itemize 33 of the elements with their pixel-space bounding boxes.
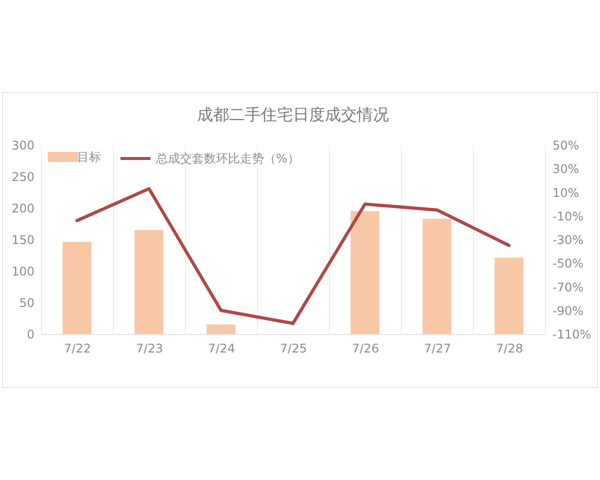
- y-tick-label: 0: [26, 328, 34, 342]
- bar: [350, 211, 380, 334]
- legend-label: 目标: [77, 150, 101, 164]
- y2-tick-label: -110%: [552, 328, 592, 342]
- y2-tick-label: 50%: [552, 138, 580, 152]
- x-tick-label: 7/26: [352, 342, 379, 356]
- y-tick-label: 250: [12, 170, 34, 184]
- bar: [62, 242, 92, 334]
- y2-tick-label: 30%: [552, 162, 580, 176]
- chart-title: 成都二手住宅日度成交情况: [197, 105, 389, 124]
- y-tick-label: 150: [12, 233, 34, 247]
- y2-tick-label: -50%: [552, 256, 584, 271]
- x-tick-label: 7/25: [280, 342, 307, 356]
- y-tick-label: 200: [12, 202, 34, 216]
- x-tick-label: 7/24: [208, 342, 235, 356]
- y2-tick-label: -30%: [552, 233, 584, 247]
- legend-label: 总成交套数环比走势（%）: [155, 152, 300, 166]
- y2-tick-label: -10%: [552, 209, 584, 224]
- bar: [422, 218, 452, 334]
- y-tick-label: 100: [12, 264, 34, 278]
- bar: [206, 324, 236, 334]
- y-tick-label: 300: [12, 138, 34, 152]
- y2-tick-label: 10%: [552, 186, 580, 200]
- y2-tick-label: -90%: [552, 304, 584, 318]
- y2-tick-label: -70%: [552, 280, 584, 294]
- bar: [134, 230, 164, 334]
- x-tick-label: 7/23: [136, 342, 163, 356]
- x-tick-label: 7/27: [424, 342, 451, 356]
- bar: [494, 258, 524, 334]
- x-tick-label: 7/22: [64, 342, 91, 356]
- y-tick-label: 50: [19, 296, 34, 310]
- x-tick-label: 7/28: [496, 342, 523, 356]
- line-series: [75, 187, 511, 325]
